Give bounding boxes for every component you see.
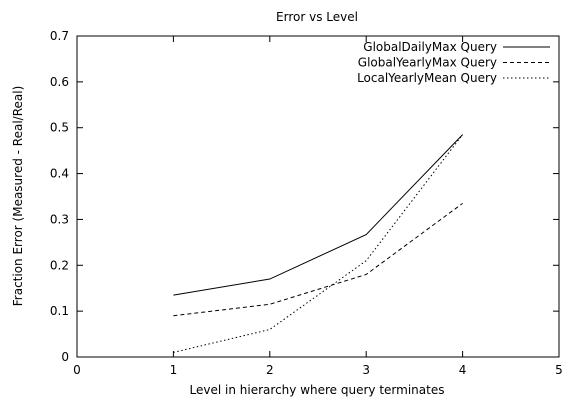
series-lines [173,134,463,353]
x-tick-label: 5 [555,363,563,377]
y-tick-label: 0 [61,350,69,364]
y-tick-label: 0.1 [50,304,69,318]
y-tick-label: 0.6 [50,75,69,89]
plot-frame [76,35,560,358]
x-tick-label: 3 [362,363,370,377]
y-tick-label: 0.7 [50,29,69,43]
x-tick-label: 0 [73,363,81,377]
series-line-1 [173,134,463,296]
series-line-3 [173,134,463,353]
x-tick-label: 2 [266,363,274,377]
series-line-2 [173,202,463,317]
legend-label: GlobalYearlyMax Query [358,56,497,70]
legend-label: GlobalDailyMax Query [363,40,497,54]
y-tick-label: 0.2 [50,258,69,272]
legend-label: LocalYearlyMean Query [357,71,497,85]
legend: GlobalDailyMax Query GlobalYearlyMax Quer… [357,40,550,85]
y-tick-label: 0.4 [50,167,69,181]
y-axis-label: Fraction Error (Measured - Real/Real) [11,86,25,307]
x-tick-label: 1 [170,363,178,377]
chart-title: Error vs Level [276,10,358,24]
y-tick-label: 0.5 [50,121,69,135]
x-axis-label: Level in hierarchy where query terminate… [190,383,445,397]
y-tick-label: 0.3 [50,212,69,226]
axis-ticks: 0 1 2 3 4 5 0 0.1 0.2 0.3 0.4 0.5 0.6 0.7 [50,29,563,377]
x-tick-label: 4 [459,363,467,377]
